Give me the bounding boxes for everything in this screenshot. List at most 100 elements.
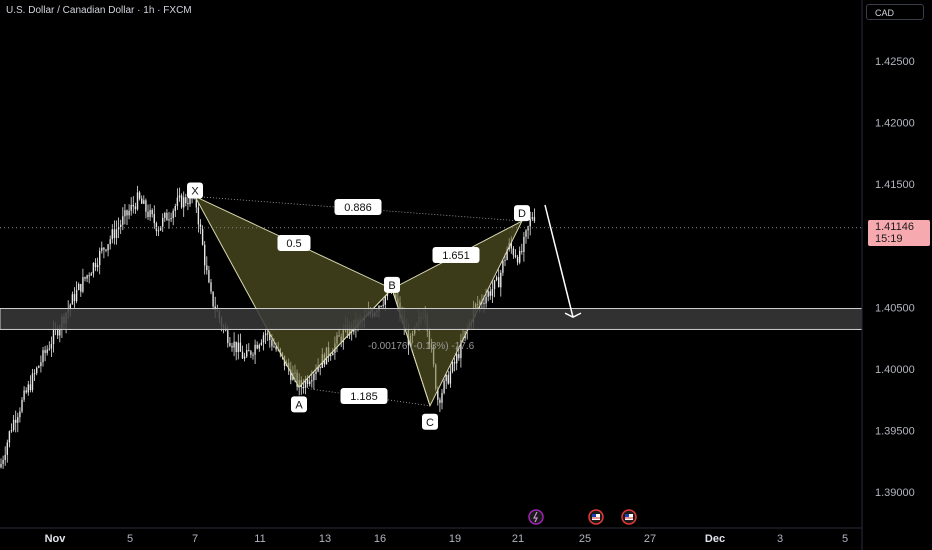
candle-body bbox=[451, 361, 454, 372]
candle-body bbox=[437, 388, 439, 400]
candle-body bbox=[275, 346, 277, 350]
candle-body bbox=[166, 212, 168, 221]
candle-body bbox=[101, 247, 103, 251]
price-tick-label: 1.39000 bbox=[875, 487, 915, 499]
pattern-point-d: D bbox=[518, 208, 526, 220]
candle-body bbox=[443, 380, 445, 394]
resistance-zone bbox=[0, 308, 863, 330]
candle-body bbox=[15, 419, 17, 423]
candle-body bbox=[485, 296, 487, 304]
pattern-point-c-box bbox=[422, 413, 438, 430]
ratio-box-a-c bbox=[340, 388, 388, 404]
candle-body bbox=[332, 352, 334, 356]
candle-body bbox=[382, 304, 384, 307]
candle-body bbox=[71, 294, 74, 305]
candle-body bbox=[302, 386, 305, 389]
candle-body bbox=[36, 367, 38, 374]
time-tick-label: Dec bbox=[705, 533, 725, 545]
candle-body bbox=[239, 342, 242, 352]
candle-body bbox=[460, 339, 462, 359]
candle-body bbox=[2, 460, 4, 464]
candle-body bbox=[90, 273, 92, 276]
time-tick-label: 27 bbox=[644, 533, 656, 545]
candle-body bbox=[178, 195, 181, 198]
pattern-point-d-box bbox=[514, 205, 530, 222]
pattern-point-x: X bbox=[191, 185, 199, 197]
currency-button[interactable]: CAD bbox=[866, 4, 924, 20]
lightning-icon bbox=[533, 511, 538, 523]
candle-body bbox=[86, 275, 88, 279]
time-tick-label: 16 bbox=[374, 533, 386, 545]
price-tick-label: 1.42500 bbox=[875, 56, 915, 68]
candle-body bbox=[183, 197, 185, 208]
candle-body bbox=[269, 333, 271, 341]
candle-body bbox=[529, 218, 531, 227]
projection-arrow-line bbox=[544, 204, 574, 318]
candle-body bbox=[88, 275, 90, 277]
candle-body bbox=[126, 210, 128, 216]
candle-body bbox=[313, 373, 315, 381]
candle-body bbox=[130, 204, 132, 211]
candle-body bbox=[187, 203, 189, 205]
candle-body bbox=[164, 212, 166, 218]
candle-body bbox=[514, 255, 517, 258]
candle-body bbox=[25, 390, 27, 393]
candle-body bbox=[252, 354, 254, 356]
harmonic-pattern: X A B C D 0.886 0.5 1.185 1.651 bbox=[187, 182, 530, 430]
candle-body bbox=[330, 355, 332, 357]
candle-body bbox=[117, 227, 120, 230]
pattern-point-b: B bbox=[388, 280, 395, 292]
candle-body bbox=[531, 217, 533, 219]
candle-body bbox=[157, 230, 160, 232]
lightning-event-icon[interactable] bbox=[528, 509, 544, 525]
price-axis: 1.42500 1.42000 1.41500 1.40500 1.40000 1.395… bbox=[861, 0, 915, 550]
price-tick-label: 1.42000 bbox=[875, 118, 915, 130]
candle-body bbox=[512, 248, 515, 256]
symbol-title[interactable]: U.S. Dollar / Canadian Dollar · 1h · FXC… bbox=[6, 5, 192, 16]
candle-body bbox=[8, 431, 11, 443]
candle-body bbox=[134, 206, 137, 210]
candle-body bbox=[176, 197, 179, 207]
pattern-point-a: A bbox=[295, 399, 303, 411]
us-flag-event-icon[interactable] bbox=[588, 509, 604, 525]
projection-arrowhead bbox=[564, 312, 582, 318]
candle-body bbox=[516, 257, 519, 263]
candle-body bbox=[227, 330, 229, 344]
candle-body bbox=[122, 216, 124, 225]
candle-body bbox=[380, 306, 382, 308]
candle-body bbox=[523, 236, 525, 252]
last-price: 1.41146 bbox=[875, 221, 914, 233]
candle-body bbox=[199, 224, 202, 229]
candle-body bbox=[4, 454, 6, 461]
ab-leg bbox=[298, 288, 393, 388]
candle-body bbox=[29, 384, 32, 391]
candle-body bbox=[495, 277, 498, 281]
candle-body bbox=[92, 262, 95, 274]
candle-body bbox=[153, 214, 155, 224]
candle-body bbox=[201, 228, 204, 245]
candle-body bbox=[189, 193, 191, 205]
pattern-point-a-box bbox=[291, 396, 307, 413]
candle-body bbox=[306, 379, 309, 385]
candle-body bbox=[384, 296, 386, 305]
candle-body bbox=[250, 351, 252, 355]
candle-body bbox=[521, 250, 523, 252]
candle-body bbox=[206, 265, 208, 271]
candle-body bbox=[107, 244, 109, 251]
candle-body bbox=[31, 373, 34, 391]
candle-body bbox=[243, 356, 246, 359]
us-flag-event-icon[interactable] bbox=[621, 509, 637, 525]
candle-body bbox=[491, 289, 494, 296]
candle-body bbox=[159, 226, 162, 231]
candle-body bbox=[6, 442, 8, 455]
candle-body bbox=[44, 350, 46, 353]
ratio-label-a-c: 1.185 bbox=[350, 391, 378, 403]
candle-body bbox=[290, 369, 292, 380]
candle-body bbox=[17, 417, 19, 423]
time-tick-label: 25 bbox=[579, 533, 591, 545]
candle-body bbox=[145, 200, 147, 212]
candle-body bbox=[212, 291, 214, 307]
candle-body bbox=[319, 366, 321, 368]
candle-body bbox=[498, 277, 500, 288]
